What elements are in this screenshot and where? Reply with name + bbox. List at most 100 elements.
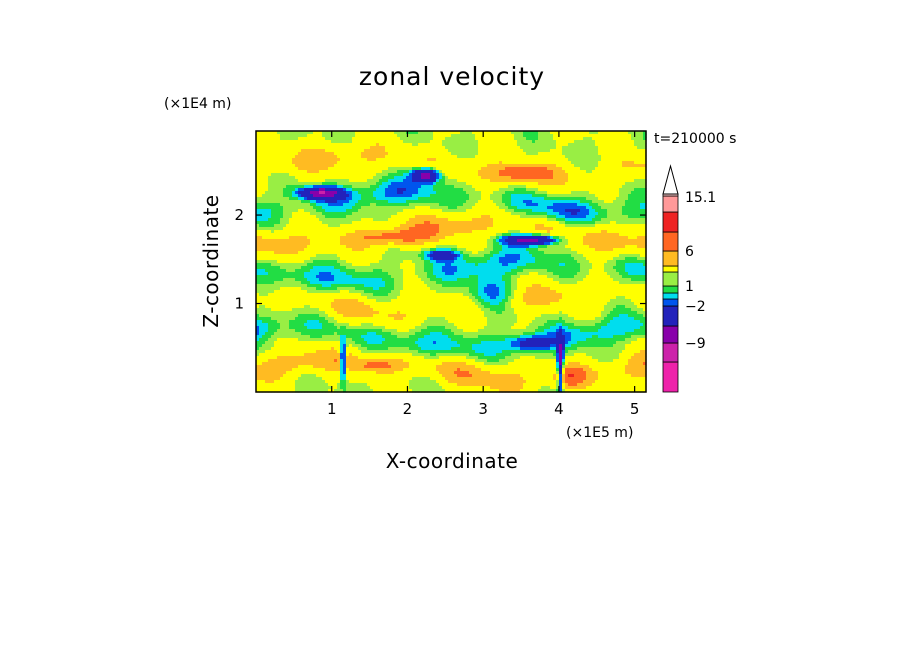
field-cell [271, 179, 275, 183]
field-cell [583, 158, 587, 162]
field-cell [628, 164, 632, 168]
field-cell [508, 131, 512, 135]
field-cell [631, 182, 635, 186]
field-cell [565, 152, 569, 156]
field-cell [286, 158, 290, 162]
field-cell [625, 158, 629, 162]
field-cell [427, 140, 431, 144]
field-cell [505, 176, 509, 180]
field-cell [430, 155, 434, 159]
field-cell [511, 131, 515, 135]
field-cell [502, 143, 506, 147]
field-cell [619, 158, 623, 162]
field-cell [496, 176, 500, 180]
field-cell [490, 173, 494, 177]
field-cell [400, 179, 404, 183]
field-cell [316, 176, 320, 180]
field-cell [517, 155, 521, 159]
field-cell [271, 167, 275, 171]
field-cell [472, 152, 476, 156]
field-cell [313, 182, 317, 186]
field-cell [262, 185, 266, 189]
field-cell [295, 131, 299, 135]
field-cell [568, 137, 572, 141]
field-cell [634, 179, 638, 183]
field-cell [367, 146, 371, 150]
field-cell [379, 185, 383, 189]
field-cell [433, 176, 437, 180]
field-cell [334, 143, 338, 147]
field-cell [424, 179, 428, 183]
field-cell [367, 143, 371, 147]
field-cell [439, 155, 443, 159]
field-cell [586, 134, 590, 138]
field-cell [448, 134, 452, 138]
field-cell [475, 155, 479, 159]
field-cell [436, 182, 440, 186]
field-cell [553, 173, 557, 177]
field-cell [508, 143, 512, 147]
field-cell [400, 140, 404, 144]
field-cell [307, 146, 311, 150]
field-cell [430, 179, 434, 183]
field-cell [448, 167, 452, 171]
field-cell [403, 146, 407, 150]
field-cell [313, 140, 317, 144]
field-cell [589, 161, 593, 165]
field-cell [301, 140, 305, 144]
field-cell [403, 149, 407, 153]
field-cell [397, 146, 401, 150]
field-cell [544, 176, 548, 180]
field-cell [382, 170, 386, 174]
field-cell [436, 155, 440, 159]
field-cell [364, 173, 368, 177]
field-cell [493, 137, 497, 141]
field-cell [382, 146, 386, 150]
field-cell [415, 146, 419, 150]
field-cell [379, 179, 383, 183]
field-cell [448, 143, 452, 147]
field-cell [562, 152, 566, 156]
field-cell [577, 149, 581, 153]
field-cell [409, 158, 413, 162]
field-cell [631, 131, 635, 135]
field-cell [535, 167, 539, 171]
field-cell [625, 143, 629, 147]
field-cell [346, 146, 350, 150]
field-cell [577, 134, 581, 138]
field-cell [367, 140, 371, 144]
field-cell [403, 173, 407, 177]
field-cell [439, 131, 443, 135]
field-cell [550, 146, 554, 150]
field-cell [400, 137, 404, 141]
field-cell [274, 155, 278, 159]
field-cell [433, 155, 437, 159]
field-cell [439, 170, 443, 174]
field-cell [283, 131, 287, 135]
field-cell [271, 143, 275, 147]
field-cell [277, 161, 281, 165]
field-cell [631, 167, 635, 171]
field-cell [640, 134, 644, 138]
field-cell [592, 170, 596, 174]
field-cell [460, 158, 464, 162]
field-cell [478, 161, 482, 165]
field-cell [361, 134, 365, 138]
field-cell [460, 170, 464, 174]
field-cell [532, 170, 536, 174]
field-cell [388, 146, 392, 150]
field-cell [307, 155, 311, 159]
field-cell [607, 179, 611, 183]
field-cell [571, 134, 575, 138]
field-cell [499, 173, 503, 177]
field-cell [358, 185, 362, 189]
field-cell [367, 161, 371, 165]
field-cell [388, 185, 392, 189]
field-cell [304, 161, 308, 165]
field-cell [520, 164, 524, 168]
field-cell [328, 176, 332, 180]
field-cell [610, 179, 614, 183]
field-cell [466, 134, 470, 138]
field-cell [523, 149, 527, 153]
field-cell [442, 149, 446, 153]
